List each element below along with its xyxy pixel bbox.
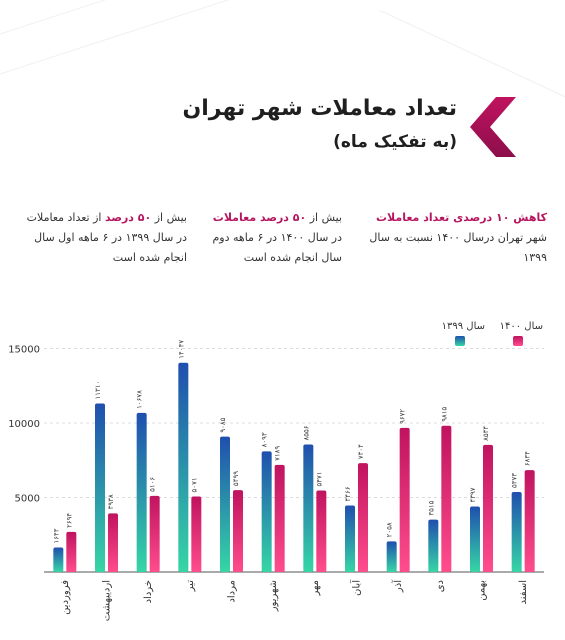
data-label: ۴۳۹۷ — [469, 487, 477, 502]
data-label: ۶۸۳۴ — [524, 451, 532, 466]
bar-1399 — [53, 547, 64, 572]
data-label: ۷۱۸۹ — [274, 446, 282, 461]
data-label: ۱۰۶۷۸ — [136, 390, 144, 409]
x-tick-label: آذر — [391, 579, 404, 593]
x-tick-label: دی — [435, 580, 446, 592]
note-body: در سال ۱۳۹۹ در ۶ ماهه اول سال انجام شده … — [34, 231, 187, 264]
bar-1400 — [316, 490, 327, 572]
bar-1400 — [108, 513, 118, 572]
bar-1399 — [428, 519, 439, 572]
bar-1399 — [178, 362, 189, 572]
data-label: ۵۳۷۳ — [511, 473, 519, 488]
x-tick-label: مهر — [310, 580, 321, 596]
x-tick-label: بهمن — [477, 580, 488, 601]
note-lead: بیش از — [151, 211, 187, 224]
bar-1400 — [524, 470, 535, 572]
data-label: ۵۴۹۹ — [232, 471, 240, 486]
note-tail: از تعداد معاملات — [26, 211, 105, 224]
note-line: بیش از ۵۰ درصد از تعداد معاملات — [19, 208, 187, 228]
bar-1399 — [345, 505, 355, 572]
note-line: بیش از ۵۰ درصد معاملات — [202, 208, 342, 228]
x-tick-label: تیر — [185, 580, 196, 593]
bar-1400 — [358, 463, 368, 572]
x-tick-label: اردیبهشت — [102, 580, 113, 621]
y-tick-label: 15000 — [8, 345, 40, 356]
page-subtitle: (به تفکیک ماه) — [333, 132, 457, 152]
data-label: ۵۴۷۱ — [315, 471, 323, 486]
note-1399-first-half: بیش از ۵۰ درصد از تعداد معاملات در سال ۱… — [19, 208, 187, 268]
bar-chart: 5000 10000 15000 ۱۶۴۳ ۲۶۹۴ فروردین ۱۱۳۱۰ ۳۹۳۸ ار… — [8, 321, 544, 621]
page-title: تعداد معاملات شهر تهران — [182, 96, 457, 121]
data-label: ۳۵۱۵ — [427, 500, 435, 515]
data-label: ۳۹۳۸ — [107, 494, 115, 509]
note-1400-second-half: بیش از ۵۰ درصد معاملات در سال ۱۴۰۰ در ۶ … — [202, 208, 342, 268]
note-highlight: ۵۰ درصد معاملات — [212, 211, 307, 224]
data-label: ۱۶۴۳ — [52, 528, 60, 543]
data-label: ۷۳۰۴ — [357, 444, 365, 459]
bar-1400 — [441, 425, 452, 572]
legend-label-1399: سال ۱۳۹۹ — [442, 321, 485, 332]
bar-1400 — [66, 531, 77, 572]
note-highlight: ۵۰ درصد — [104, 211, 152, 224]
x-tick-label: آبان — [350, 579, 363, 596]
bar-1400 — [483, 444, 493, 572]
note-lead: بیش از — [306, 211, 342, 224]
legend-label-1400: سال ۱۴۰۰ — [500, 321, 543, 332]
chevron-logo-icon — [470, 97, 516, 157]
x-tick-label: اسفند — [518, 580, 529, 604]
data-label: ۲۰۵۸ — [386, 522, 394, 537]
data-label: ۹۰۸۵ — [219, 417, 227, 432]
data-label: ۲۶۹۴ — [65, 513, 73, 528]
y-tick-label: 10000 — [8, 419, 40, 430]
bar-1400 — [191, 496, 202, 572]
x-tick-label: مرداد — [227, 580, 238, 603]
bar-1399 — [136, 412, 147, 572]
bar-1400 — [233, 490, 243, 572]
data-label: ۹۸۱۵ — [440, 406, 448, 421]
data-label: ۵۱۰۶ — [149, 477, 157, 492]
bar-1399 — [261, 451, 272, 572]
y-tick-label: 5000 — [15, 494, 40, 505]
legend-swatch-1399 — [455, 336, 465, 346]
bar-1400 — [149, 495, 160, 572]
x-tick-label: شهریور — [268, 580, 279, 612]
data-label: ۵۰۷۱ — [190, 477, 198, 492]
bar-1399 — [303, 444, 314, 572]
note-headline: کاهش ۱۰ درصدی تعداد معاملات — [376, 211, 547, 224]
note-decrease: کاهش ۱۰ درصدی تعداد معاملات شهر تهران در… — [369, 208, 547, 268]
note-body: شهر تهران درسال ۱۴۰۰ نسبت به سال ۱۳۹۹ — [369, 231, 547, 264]
bar-1400 — [399, 427, 410, 572]
bar-1399 — [470, 506, 480, 572]
bar-1400 — [274, 464, 285, 572]
data-label: ۸۵۵۶ — [302, 425, 310, 440]
data-label: ۱۴۰۴۷ — [177, 340, 185, 359]
data-label: ۸۰۹۳ — [261, 432, 269, 447]
bar-1399 — [95, 403, 105, 572]
data-label: ۴۴۶۶ — [344, 486, 352, 501]
note-body: در سال ۱۴۰۰ در ۶ ماهه دوم سال انجام شده … — [212, 231, 342, 264]
bar-1399 — [386, 541, 397, 572]
background-line — [0, 0, 285, 81]
background-line — [0, 0, 266, 41]
x-tick-label: خرداد — [143, 580, 154, 603]
legend-swatch-1400 — [513, 336, 523, 346]
x-tick-label: فروردین — [60, 580, 71, 615]
bar-1399 — [220, 436, 230, 572]
data-label: ۸۵۳۴ — [482, 426, 490, 441]
data-label: ۹۶۷۲ — [399, 409, 407, 424]
data-label: ۱۱۳۱۰ — [94, 381, 102, 400]
bar-1399 — [511, 491, 522, 572]
